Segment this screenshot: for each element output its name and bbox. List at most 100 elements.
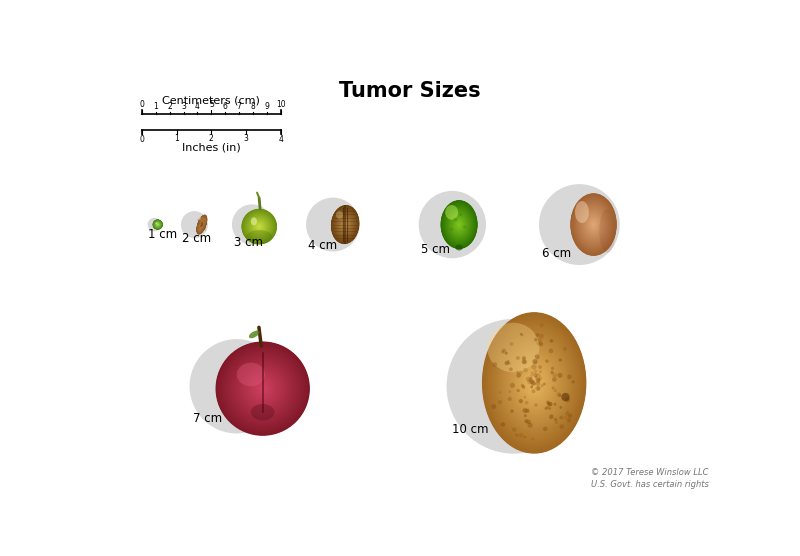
- Circle shape: [154, 221, 161, 228]
- Circle shape: [531, 371, 534, 374]
- Circle shape: [258, 226, 260, 228]
- Ellipse shape: [333, 208, 358, 241]
- Ellipse shape: [457, 221, 462, 228]
- Ellipse shape: [507, 346, 561, 419]
- Ellipse shape: [529, 375, 540, 390]
- Ellipse shape: [345, 224, 346, 226]
- Ellipse shape: [441, 201, 477, 249]
- Circle shape: [243, 369, 282, 409]
- Ellipse shape: [496, 331, 572, 434]
- Ellipse shape: [585, 212, 602, 236]
- Ellipse shape: [442, 202, 476, 247]
- Ellipse shape: [491, 325, 578, 441]
- Circle shape: [258, 384, 267, 393]
- Ellipse shape: [582, 209, 605, 240]
- Ellipse shape: [200, 222, 203, 227]
- Circle shape: [245, 212, 274, 241]
- Circle shape: [260, 386, 266, 391]
- Ellipse shape: [570, 194, 616, 255]
- Circle shape: [508, 362, 510, 365]
- Circle shape: [157, 224, 158, 225]
- Circle shape: [252, 219, 266, 234]
- Circle shape: [249, 216, 270, 237]
- Ellipse shape: [198, 216, 206, 233]
- Ellipse shape: [332, 207, 358, 242]
- Circle shape: [250, 217, 268, 236]
- Circle shape: [523, 368, 528, 373]
- Circle shape: [509, 368, 513, 371]
- Ellipse shape: [582, 208, 606, 241]
- Circle shape: [217, 343, 309, 434]
- Circle shape: [157, 224, 159, 226]
- Ellipse shape: [445, 206, 473, 243]
- Ellipse shape: [586, 215, 601, 235]
- Ellipse shape: [342, 221, 348, 229]
- Circle shape: [222, 349, 302, 429]
- Circle shape: [242, 368, 283, 409]
- Circle shape: [554, 421, 558, 424]
- Ellipse shape: [494, 327, 575, 438]
- Ellipse shape: [522, 366, 546, 399]
- Ellipse shape: [198, 219, 206, 231]
- Ellipse shape: [197, 215, 207, 234]
- Ellipse shape: [577, 202, 610, 247]
- Circle shape: [155, 222, 160, 227]
- Circle shape: [252, 220, 266, 234]
- Text: 3 cm: 3 cm: [234, 236, 262, 249]
- Ellipse shape: [441, 200, 478, 249]
- Ellipse shape: [455, 219, 463, 230]
- Ellipse shape: [514, 355, 554, 411]
- Ellipse shape: [454, 217, 465, 232]
- Ellipse shape: [449, 211, 470, 239]
- Circle shape: [508, 397, 512, 401]
- Circle shape: [250, 217, 269, 236]
- Circle shape: [236, 362, 290, 415]
- Circle shape: [508, 390, 511, 393]
- Ellipse shape: [196, 215, 207, 235]
- Ellipse shape: [199, 220, 205, 230]
- Ellipse shape: [518, 362, 550, 404]
- Circle shape: [232, 358, 294, 419]
- Circle shape: [257, 383, 269, 395]
- Ellipse shape: [199, 220, 204, 229]
- Ellipse shape: [588, 217, 599, 232]
- Ellipse shape: [575, 200, 612, 250]
- Circle shape: [243, 211, 275, 242]
- Text: 4 cm: 4 cm: [308, 240, 338, 252]
- Circle shape: [245, 212, 274, 241]
- Circle shape: [218, 344, 308, 434]
- Ellipse shape: [335, 211, 355, 239]
- Ellipse shape: [452, 215, 466, 234]
- Circle shape: [248, 215, 270, 238]
- Circle shape: [536, 378, 541, 383]
- Ellipse shape: [483, 314, 586, 453]
- Ellipse shape: [447, 208, 471, 240]
- Ellipse shape: [584, 211, 603, 238]
- Ellipse shape: [450, 212, 469, 237]
- Circle shape: [251, 378, 274, 400]
- Circle shape: [155, 222, 160, 227]
- Ellipse shape: [442, 202, 476, 246]
- Circle shape: [253, 220, 266, 234]
- Ellipse shape: [515, 358, 553, 408]
- Circle shape: [257, 225, 262, 229]
- Ellipse shape: [335, 211, 355, 239]
- Circle shape: [233, 359, 293, 419]
- Ellipse shape: [519, 363, 550, 404]
- Ellipse shape: [491, 325, 577, 441]
- Ellipse shape: [342, 219, 349, 230]
- Circle shape: [526, 376, 531, 381]
- Ellipse shape: [599, 209, 616, 253]
- Ellipse shape: [334, 210, 356, 240]
- Ellipse shape: [458, 224, 460, 226]
- Ellipse shape: [510, 350, 558, 416]
- Ellipse shape: [581, 207, 606, 242]
- Ellipse shape: [332, 207, 358, 242]
- Ellipse shape: [343, 222, 346, 227]
- Ellipse shape: [513, 354, 555, 412]
- Ellipse shape: [584, 212, 603, 237]
- Circle shape: [559, 424, 564, 429]
- Ellipse shape: [443, 204, 474, 245]
- Ellipse shape: [495, 330, 574, 436]
- Circle shape: [154, 221, 162, 228]
